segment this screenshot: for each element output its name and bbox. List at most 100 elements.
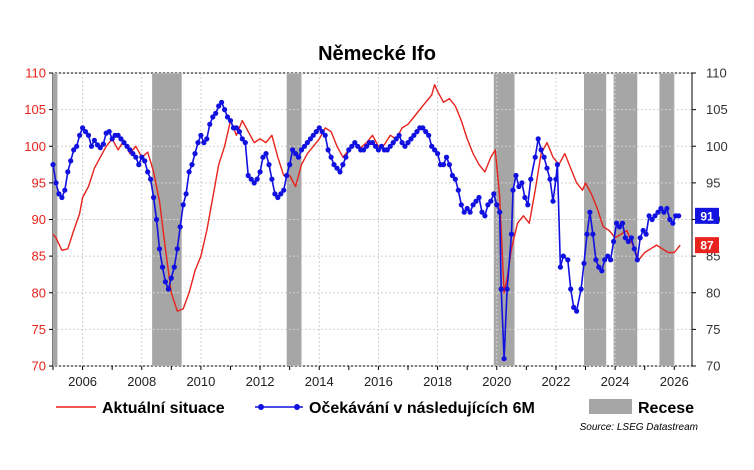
data-point [554, 162, 561, 168]
x-tick-label: 2010 [186, 374, 215, 389]
data-point [599, 268, 605, 274]
data-point [393, 136, 399, 142]
data-point [578, 286, 584, 292]
chart-title: Německé Ifo [318, 43, 436, 65]
data-point [596, 264, 602, 270]
data-point [301, 143, 308, 149]
data-point [565, 257, 571, 263]
last-value-badges: 87 91 [695, 207, 719, 254]
data-point [189, 162, 195, 168]
data-point [337, 169, 343, 175]
y-right-tick-label: 110 [706, 66, 727, 81]
legend-label-expect: Očekávání v následujících 6M [309, 400, 535, 417]
data-point [593, 257, 599, 263]
data-point [378, 143, 384, 149]
x-tick-label: 2018 [423, 374, 452, 389]
x-tick-label: 2008 [127, 374, 156, 389]
data-point [590, 231, 596, 237]
data-point [50, 162, 56, 168]
data-point [91, 137, 97, 143]
recession-band-0 [53, 73, 58, 366]
data-point [328, 154, 334, 160]
data-point [467, 209, 473, 215]
data-point [316, 125, 322, 131]
data-point [245, 172, 251, 179]
series-current-situation [52, 84, 681, 312]
data-point [310, 132, 316, 138]
y-right-tick-label: 95 [706, 175, 720, 190]
data-point [616, 224, 623, 230]
data-point [62, 187, 68, 193]
data-point [667, 216, 673, 223]
data-point [293, 151, 299, 157]
data-point [343, 154, 349, 160]
data-point [634, 257, 640, 263]
data-point [180, 202, 186, 208]
y-left-tick-label: 105 [24, 102, 46, 117]
data-point [227, 118, 234, 124]
data-point [440, 162, 447, 168]
data-point [266, 162, 272, 168]
data-point [248, 176, 254, 182]
data-point [322, 132, 328, 138]
data-point [183, 191, 189, 197]
data-point [602, 257, 608, 263]
data-point [369, 140, 376, 146]
data-point [498, 286, 504, 292]
data-point [676, 213, 682, 219]
data-point [544, 165, 550, 171]
data-point [411, 132, 417, 138]
data-point [553, 176, 559, 182]
data-point [115, 132, 121, 138]
data-point [646, 213, 652, 219]
data-point [278, 191, 284, 197]
data-point [82, 129, 89, 135]
data-point [390, 140, 396, 146]
legend-swatch-dot [258, 404, 264, 410]
data-point [88, 143, 95, 149]
data-point [550, 198, 556, 204]
x-tick-label: 2022 [541, 374, 570, 389]
data-point [331, 162, 337, 168]
data-point [513, 172, 519, 179]
data-point [581, 260, 587, 266]
data-point [640, 227, 646, 234]
y-left-tick-label: 95 [32, 175, 46, 190]
y-left-tick-label: 110 [25, 66, 46, 81]
data-point [574, 308, 580, 314]
data-point [68, 158, 74, 164]
data-point [304, 140, 310, 146]
y-left-tick-label: 70 [32, 359, 46, 374]
data-point [557, 264, 564, 270]
data-point [236, 129, 242, 135]
data-point [272, 191, 278, 197]
data-point [198, 132, 204, 138]
data-point [426, 132, 432, 138]
x-tick-label: 2014 [305, 374, 334, 389]
data-point [541, 154, 547, 160]
legend-label-current: Aktuální situace [102, 400, 225, 417]
y-left-tick-label: 80 [32, 285, 46, 300]
data-point [59, 194, 65, 201]
data-point [504, 286, 510, 292]
data-point [482, 213, 488, 219]
data-point [213, 110, 219, 116]
y-left-tick-label: 75 [32, 322, 46, 337]
data-point [239, 136, 245, 142]
data-point [670, 220, 676, 226]
data-point [516, 183, 522, 190]
data-point [619, 220, 626, 226]
data-point [414, 129, 420, 135]
data-point [587, 209, 593, 215]
data-point [127, 147, 133, 153]
data-point [142, 158, 148, 164]
data-point [408, 136, 414, 142]
data-point [649, 216, 655, 223]
x-axis: 2006 2008 2010 2012 2014 2016 2018 2020 2022 2024… [52, 366, 689, 389]
data-point [652, 213, 658, 219]
data-point [519, 180, 525, 186]
data-point [133, 154, 139, 160]
data-point [74, 143, 80, 149]
x-tick-label: 2006 [68, 374, 97, 389]
